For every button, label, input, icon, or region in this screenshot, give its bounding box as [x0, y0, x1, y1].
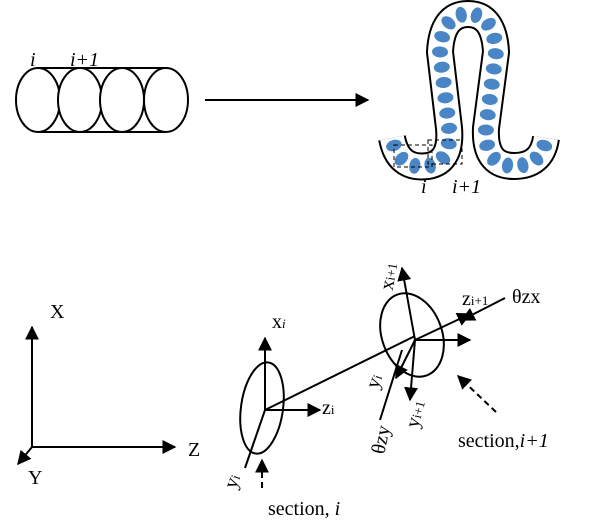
ring: [481, 17, 496, 31]
section-i: [239, 335, 416, 488]
label: yi: [362, 371, 387, 392]
label: Z: [188, 439, 200, 461]
ring: [481, 93, 498, 105]
ring: [435, 151, 451, 165]
ring: [455, 6, 467, 23]
ring: [477, 124, 494, 136]
bent-tube: [378, 0, 560, 181]
ring: [424, 157, 436, 174]
section-i1: [379, 266, 506, 421]
label: i+1: [452, 176, 481, 198]
label: zi: [322, 397, 335, 419]
label: X: [50, 301, 65, 323]
label: i: [30, 49, 36, 71]
label: yi: [220, 471, 245, 492]
cylinder: [15, 67, 189, 133]
label: i: [421, 176, 427, 198]
ring: [479, 109, 496, 121]
ring: [432, 46, 448, 58]
ring: [483, 78, 500, 90]
ring: [394, 151, 409, 166]
caption: section,i+1: [458, 430, 549, 452]
label: θzx: [512, 286, 540, 308]
ring: [486, 32, 503, 45]
ring: [501, 157, 514, 174]
ring: [536, 139, 553, 152]
ring: [435, 76, 452, 89]
label: yi+1: [401, 398, 429, 430]
ring: [433, 61, 450, 73]
ring: [479, 139, 496, 151]
ring: [485, 63, 502, 75]
label: zi+1: [462, 288, 488, 310]
ring: [470, 7, 483, 23]
label: xi: [272, 311, 286, 333]
ring: [409, 157, 421, 174]
ring: [439, 107, 456, 119]
ring: [441, 16, 456, 30]
ring: [434, 31, 451, 43]
label: i+1: [70, 49, 99, 71]
caption: section, i: [268, 498, 340, 520]
ring: [529, 151, 544, 166]
label: Y: [28, 467, 42, 489]
label: θzy: [368, 423, 395, 455]
global-axes: [17, 325, 177, 466]
ring: [517, 157, 529, 174]
ring: [487, 151, 501, 166]
ring: [441, 122, 458, 134]
ring: [487, 48, 504, 60]
label: xi+1: [376, 261, 402, 292]
ring: [437, 92, 454, 104]
ring: [440, 138, 457, 150]
